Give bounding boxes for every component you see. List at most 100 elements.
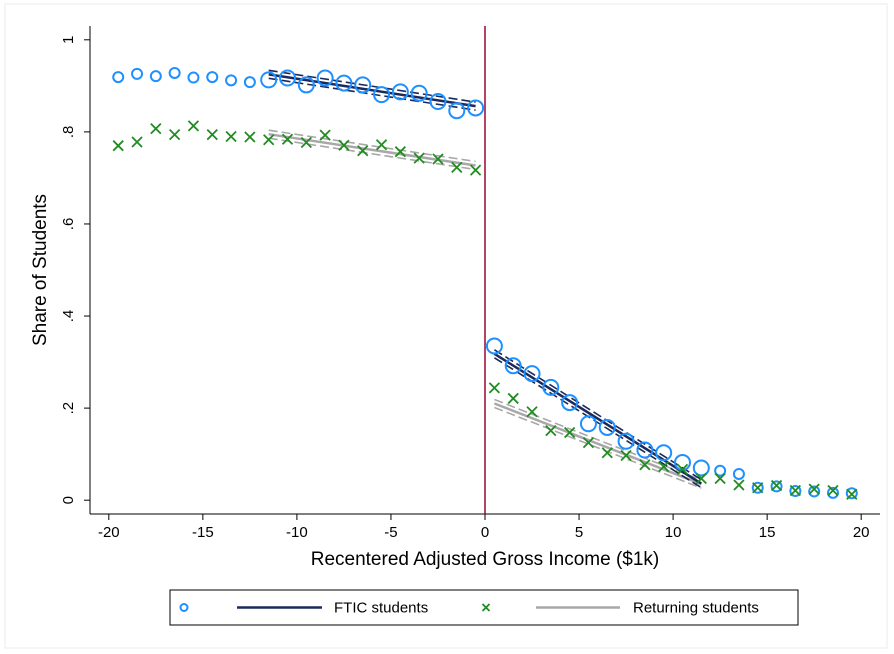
returning-fit-left-ci-lower	[268, 137, 476, 171]
returning-point	[526, 406, 538, 418]
returning-point	[770, 479, 783, 492]
returning-point	[187, 120, 200, 132]
returning-point	[658, 460, 670, 473]
x-tick-label: 15	[759, 524, 776, 541]
returning-point	[789, 484, 801, 497]
ftic-fit-right-ci-upper	[493, 349, 702, 481]
returning-point-glyph	[714, 472, 726, 485]
legend-marker-returning-glyph	[481, 603, 491, 612]
y-tick-label: 0	[60, 496, 77, 504]
returning-point-glyph	[789, 484, 801, 497]
returning-point-glyph	[187, 120, 200, 132]
ftic-fit-left-line	[268, 73, 476, 108]
ftic-point	[598, 418, 616, 436]
ftic-point	[561, 394, 579, 412]
ftic-point	[225, 74, 238, 87]
x-tick-label: -15	[192, 524, 214, 541]
returning-point-glyph	[808, 483, 820, 495]
returning-point-glyph	[281, 133, 294, 145]
x-tick-label: -5	[384, 524, 397, 541]
returning-point-glyph	[169, 129, 181, 141]
y-axis-title: Share of Students	[30, 194, 51, 346]
ftic-point	[260, 71, 278, 89]
ftic-fit-right-line	[493, 352, 702, 485]
returning-point	[131, 136, 143, 148]
ftic-point	[692, 459, 710, 477]
returning-point-glyph	[733, 479, 745, 491]
returning-point	[225, 130, 237, 143]
returning-point-glyph	[695, 472, 707, 485]
ftic-point	[714, 464, 727, 477]
ftic-point	[391, 83, 409, 101]
returning-point	[582, 437, 595, 449]
ftic-point	[131, 67, 144, 80]
returning-point	[112, 140, 124, 152]
ftic-point	[579, 415, 597, 433]
returning-point	[469, 164, 482, 176]
ftic-point	[845, 487, 858, 500]
ftic-point	[373, 86, 391, 104]
returning-point-glyph	[658, 460, 670, 473]
legend-label-returning: Returning students	[633, 600, 759, 617]
ftic-point	[316, 69, 334, 87]
ftic-point	[485, 337, 503, 355]
ftic-point	[467, 99, 485, 117]
returning-point	[394, 146, 406, 158]
returning-point-glyph	[582, 437, 595, 449]
returning-point-glyph	[263, 134, 275, 146]
returning-point-glyph	[375, 139, 388, 151]
returning-point-glyph	[131, 136, 143, 148]
legend-label-ftic: FTIC students	[334, 600, 428, 617]
returning-point-glyph	[451, 161, 463, 173]
returning-point-glyph	[846, 488, 858, 500]
x-tick-label: 10	[665, 524, 682, 541]
ftic-point	[206, 71, 219, 84]
ftic-point	[826, 486, 839, 499]
ftic-point	[655, 444, 673, 462]
legend-marker-returning	[481, 603, 491, 612]
x-tick-label: -20	[98, 524, 120, 541]
ftic-point	[149, 70, 162, 83]
returning-point-glyph	[770, 479, 783, 492]
returning-point-glyph	[319, 129, 331, 141]
ftic-point	[112, 71, 125, 84]
returning-point	[620, 449, 632, 462]
y-tick-label: .2	[60, 402, 77, 415]
ftic-point	[770, 480, 783, 493]
x-tick-label: -10	[286, 524, 308, 541]
returning-point-glyph	[639, 459, 651, 471]
ftic-point	[504, 357, 522, 375]
returning-point	[507, 392, 519, 405]
y-tick-label: .6	[60, 218, 77, 231]
returning-point	[244, 131, 256, 143]
returning-fit-right-ci-lower	[494, 406, 702, 489]
y-tick-label: .4	[60, 310, 77, 323]
returning-point	[488, 382, 501, 394]
returning-point-glyph	[676, 463, 689, 475]
returning-point-glyph	[432, 153, 444, 165]
returning-point-glyph	[601, 447, 613, 459]
ftic-point	[523, 365, 541, 383]
ftic-point	[448, 102, 466, 120]
returning-point	[601, 447, 613, 459]
returning-point	[281, 133, 294, 145]
returning-point	[150, 123, 162, 135]
returning-point	[413, 152, 425, 164]
ftic-point	[243, 76, 256, 89]
returning-point-glyph	[413, 152, 425, 164]
returning-point	[564, 426, 576, 439]
returning-point-glyph	[150, 123, 162, 135]
x-axis-title: Recentered Adjusted Gross Income ($1k)	[311, 549, 660, 570]
returning-point	[338, 139, 350, 151]
y-tick-label: 1	[60, 36, 77, 44]
ftic-point	[732, 467, 745, 480]
ftic-point	[808, 485, 821, 498]
returning-point	[432, 153, 444, 165]
returning-point-glyph	[564, 426, 576, 439]
returning-point-glyph	[357, 145, 369, 157]
ftic-point	[354, 76, 372, 94]
x-tick-label: 0	[481, 524, 489, 541]
returning-point	[545, 425, 557, 437]
